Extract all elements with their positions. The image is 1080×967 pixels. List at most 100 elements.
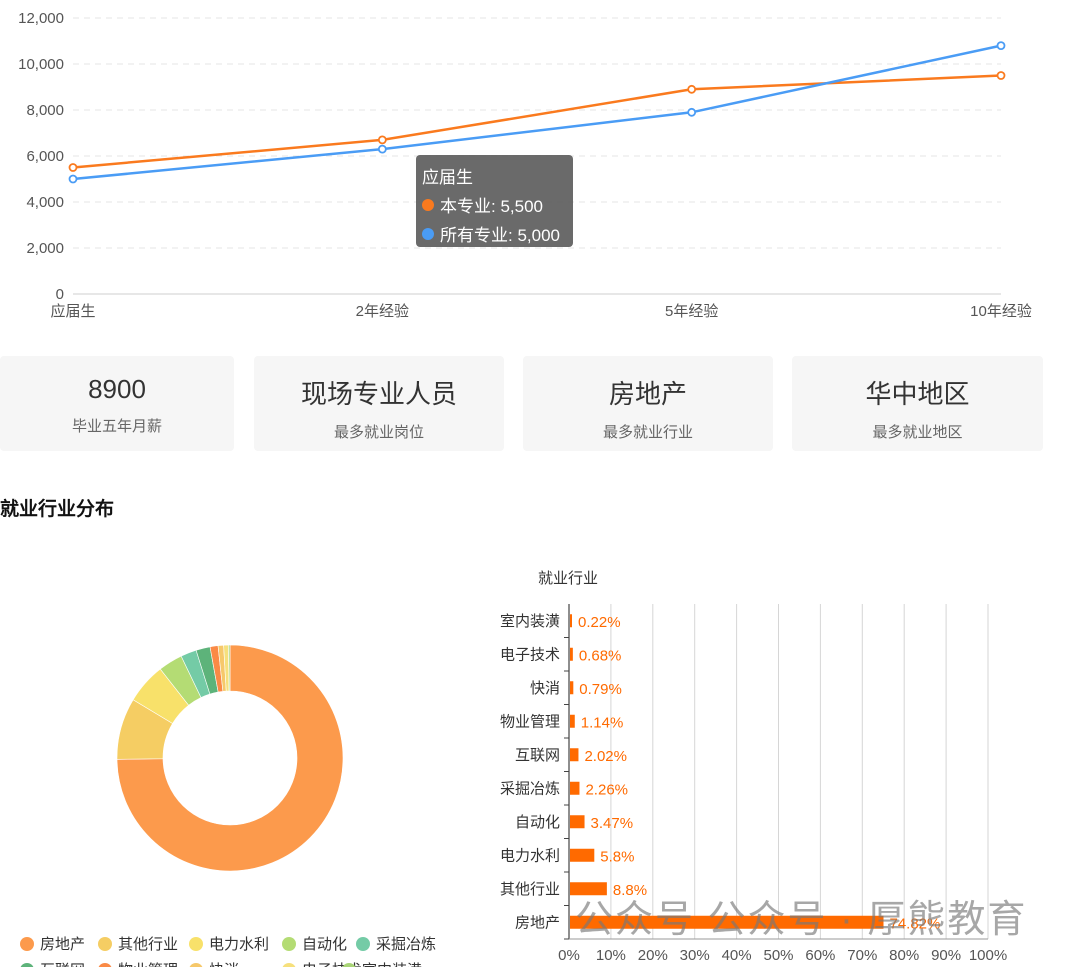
x-tick-label: 应届生 (50, 302, 95, 320)
data-point (996, 71, 1006, 80)
data-point (68, 163, 78, 172)
stat-card-industry: 房地产 最多就业行业 (523, 356, 773, 451)
bar-value-label: 2.26% (585, 781, 628, 798)
bar-value-label: 1.14% (581, 714, 624, 731)
series-line (72, 74, 1002, 169)
y-tick-label: 8,000 (26, 102, 64, 119)
legend-label: 物业管理 (118, 959, 178, 967)
legend-item[interactable]: 互联网 (20, 959, 85, 967)
y-tick-label: 12,000 (18, 10, 64, 27)
tooltip-value-major: 本专业: 5,500 (440, 197, 543, 216)
x-tick-label: 10年经验 (970, 303, 1032, 320)
stat-label: 最多就业岗位 (333, 424, 424, 441)
legend-dot-icon (98, 962, 112, 967)
data-point (687, 84, 697, 94)
y-category-label: 其他行业 (500, 881, 560, 898)
y-tick-label: 6,000 (26, 148, 64, 165)
legend-label: 自动化 (302, 936, 348, 953)
bar (570, 714, 575, 728)
x-tick-label: 80% (889, 947, 919, 964)
stat-value: 现场专业人员 (300, 379, 457, 409)
bar-chart-title: 就业行业 (538, 570, 599, 587)
data-point (68, 174, 78, 184)
salary-line-chart: 0 2,000 4,000 6,000 8,000 10,000 12,000 应届生 2年经验… (18, 10, 1032, 320)
legend-label: 快消 (209, 959, 239, 967)
legend-item[interactable]: 快消 (189, 959, 239, 967)
x-tick-label: 70% (847, 947, 877, 964)
watermark: 公众号 公众号 · 厚熊教育 (575, 899, 1028, 941)
legend-item[interactable]: 电子技术 (282, 959, 362, 967)
y-category-label: 快消 (530, 680, 560, 697)
legend-label: 采掘冶炼 (376, 936, 437, 953)
legend-item[interactable]: 电力水利 (189, 933, 269, 954)
stat-card-salary: 8900 毕业五年月薪 (0, 356, 234, 451)
legend-label: 房地产 (40, 936, 86, 953)
series-dot-icon (422, 198, 434, 211)
bar-value-label: 8.8% (613, 882, 647, 899)
legend-dot-icon (189, 962, 203, 967)
stat-card-position: 现场专业人员 最多就业岗位 (254, 356, 504, 451)
y-category-label: 自动化 (515, 814, 560, 831)
legend-label: 室内装潢 (362, 959, 422, 967)
legend-item[interactable]: 采掘冶炼 (356, 933, 436, 954)
bar-value-label: 74.82% (889, 915, 940, 932)
bar-value-label: 5.8% (600, 848, 634, 865)
industry-donut-chart (116, 644, 344, 872)
stat-value: 房地产 (608, 379, 687, 409)
legend-dot-icon (342, 962, 356, 967)
data-point (377, 135, 387, 145)
legend-item[interactable]: 自动化 (282, 933, 347, 954)
x-tick-label: 5年经验 (665, 303, 718, 320)
legend-dot-icon (282, 962, 296, 967)
tooltip-title: 应届生 (422, 168, 473, 187)
y-category-label: 电力水利 (500, 847, 560, 864)
x-tick-label: 20% (638, 947, 668, 964)
tooltip-row-major: 本专业: 5,500 (422, 192, 567, 217)
legend-dot-icon (189, 936, 203, 951)
bar (570, 748, 579, 762)
y-tick-label: 2,000 (26, 240, 64, 257)
stat-label: 最多就业地区 (872, 424, 963, 441)
stat-value: 华中地区 (865, 379, 970, 409)
y-tick-label: 10,000 (18, 56, 64, 73)
legend-item[interactable]: 其他行业 (98, 933, 178, 954)
stat-label: 毕业五年月薪 (71, 418, 162, 435)
y-tick-label: 0 (56, 286, 64, 303)
donut-slice (116, 644, 344, 872)
legend-item[interactable]: 室内装潢 (342, 959, 422, 967)
series-dot-icon (422, 227, 434, 240)
y-tick-label: 4,000 (26, 194, 64, 211)
stat-value: 8900 (88, 374, 146, 404)
legend-label: 互联网 (40, 959, 85, 967)
donut-legend: 房地产 其他行业 电力水利 自动化 采掘冶炼互联网 物业管理 快消 电子技术室内装潢 (0, 925, 470, 967)
bar (570, 781, 580, 795)
legend-item[interactable]: 物业管理 (98, 959, 178, 967)
y-category-label: 室内装潢 (500, 613, 560, 630)
x-tick-label: 30% (680, 947, 710, 964)
y-category-label: 互联网 (515, 747, 560, 764)
data-point (687, 107, 697, 117)
x-tick-label: 10% (596, 947, 626, 964)
tooltip-row-all: 所有专业: 5,000 (422, 221, 567, 246)
bar (570, 848, 595, 862)
donut-slice (228, 644, 231, 692)
tooltip-value-all: 所有专业: 5,000 (440, 226, 560, 245)
x-tick-label: 40% (722, 947, 752, 964)
legend-dot-icon (356, 936, 370, 951)
bar (570, 614, 572, 628)
x-tick-label: 50% (763, 947, 793, 964)
stat-card-region: 华中地区 最多就业地区 (792, 356, 1043, 451)
chart-tooltip: 应届生 本专业: 5,500 所有专业: 5,000 (416, 155, 573, 247)
stat-label: 最多就业行业 (602, 424, 693, 441)
legend-item[interactable]: 房地产 (20, 933, 85, 954)
bar-value-label: 0.22% (578, 614, 621, 631)
bar (570, 815, 585, 829)
series-line (72, 44, 1002, 181)
y-category-label: 电子技术 (500, 646, 560, 663)
y-category-label: 采掘冶炼 (500, 780, 560, 797)
y-category-label: 物业管理 (500, 713, 560, 730)
y-category-label: 房地产 (515, 914, 560, 931)
x-tick-label: 0% (558, 947, 580, 964)
bar-value-label: 2.02% (584, 748, 627, 765)
bar (570, 647, 573, 661)
